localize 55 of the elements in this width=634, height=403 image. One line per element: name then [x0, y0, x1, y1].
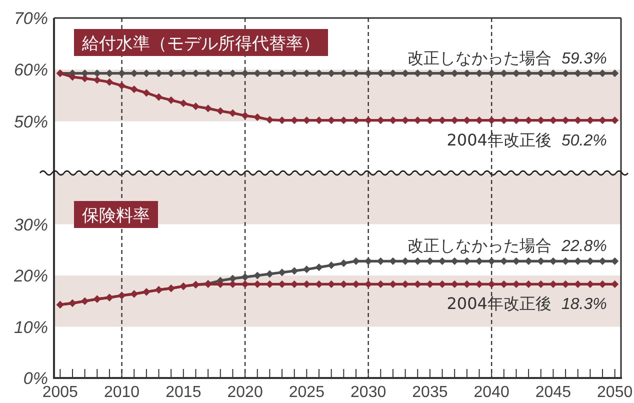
y-tick-label: 20% [12, 266, 48, 286]
point [204, 104, 212, 112]
point [598, 257, 606, 265]
point [611, 69, 619, 78]
y-tick-label: 10% [14, 318, 48, 337]
point [328, 261, 336, 270]
data-label: 22.8% [560, 238, 607, 256]
point [241, 112, 249, 120]
point [167, 96, 175, 104]
point [352, 257, 360, 265]
point [266, 270, 274, 278]
point [228, 109, 237, 117]
x-tick-label: 2050 [597, 384, 633, 401]
x-tick-label: 2015 [166, 384, 202, 401]
point [290, 267, 298, 275]
point [93, 76, 101, 84]
point [180, 99, 188, 108]
x-tick-label: 2010 [104, 384, 140, 401]
point [106, 78, 114, 86]
y-tick-label: 30% [14, 215, 48, 234]
data-label: 59.3% [561, 50, 607, 68]
point [81, 74, 89, 82]
text: 給付水準（モデル所得代替率） [81, 34, 320, 54]
point [611, 280, 619, 288]
point [611, 257, 619, 265]
point [611, 116, 619, 124]
data-label: 18.3% [561, 296, 607, 314]
point [154, 93, 163, 101]
y-tick-label: 50% [14, 112, 48, 132]
y-tick-label: 60% [14, 60, 48, 80]
point [216, 107, 224, 115]
point [254, 113, 262, 121]
x-tick-label: 2035 [412, 384, 448, 401]
series-label: 改正しなかった場合 [407, 48, 552, 68]
point [130, 86, 138, 94]
point [302, 266, 310, 274]
x-tick-label: 2040 [474, 384, 510, 401]
x-tick-label: 2045 [535, 384, 572, 401]
x-tick-label: 2005 [42, 384, 78, 401]
point [192, 102, 200, 110]
x-tick-label: 2020 [227, 384, 263, 401]
point [254, 272, 262, 280]
point [118, 82, 126, 90]
point [266, 116, 274, 124]
text: 保険料率 [82, 206, 150, 226]
point [241, 273, 249, 281]
y-tick-label: 70% [14, 9, 48, 28]
point [142, 89, 150, 97]
point [68, 73, 76, 81]
point [315, 264, 323, 272]
point [340, 259, 348, 267]
x-tick-label: 2025 [288, 384, 325, 401]
point [278, 268, 286, 276]
data-label: 50.2% [561, 132, 607, 150]
x-tick-label: 2030 [350, 384, 386, 401]
